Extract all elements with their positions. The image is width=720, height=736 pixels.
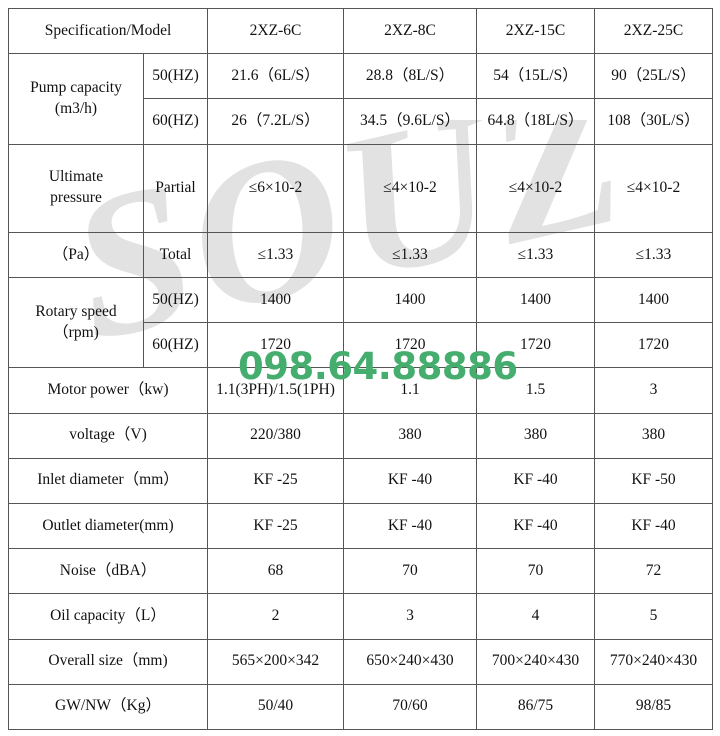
cell-value: 5: [594, 593, 713, 640]
cell-value: ≤4×10-2: [594, 143, 713, 233]
table-row: Outlet diameter(mm) KF -25 KF -40 KF -40…: [8, 502, 713, 550]
cell-value: 34.5（9.6L/S）: [343, 98, 477, 145]
row-label-ultimate-pressure: Ultimate pressure: [8, 143, 144, 233]
cell-value: 1720: [207, 322, 344, 369]
cell-value: ≤1.33: [343, 231, 477, 279]
table-row: Pump capacity (m3/h) 50(HZ) 21.6（6L/S） 2…: [8, 53, 713, 145]
row-label-pa: （Pa）: [8, 231, 144, 279]
table-row: Ultimate pressure Partial ≤6×10-2 ≤4×10-…: [8, 143, 713, 233]
cell-value: ≤1.33: [207, 231, 344, 279]
row-sub-partial: Partial: [143, 143, 208, 233]
cell-value: ≤1.33: [476, 231, 595, 279]
table-row: GW/NW（Kg） 50/40 70/60 86/75 98/85: [8, 683, 713, 731]
cell-value: 220/380: [207, 412, 344, 459]
cell-value: 26（7.2L/S）: [207, 98, 344, 145]
table-row: voltage（V) 220/380 380 380 380: [8, 412, 713, 459]
header-model-3: 2XZ-15C: [476, 7, 595, 55]
cell-value: 50/40: [207, 683, 344, 731]
cell-value: 1.1(3PH)/1.5(1PH): [207, 367, 344, 414]
header-model-2: 2XZ-8C: [343, 7, 477, 55]
row-label-motor-power: Motor power（kw): [8, 367, 208, 414]
row-label-voltage: voltage（V): [8, 412, 208, 459]
cell-value: KF -25: [207, 457, 344, 505]
table-row: Noise（dBA） 68 70 70 72: [8, 548, 713, 595]
header-label: Specification/Model: [8, 7, 208, 55]
cell-value: 1400: [476, 277, 595, 324]
cell-value: KF -40: [343, 457, 477, 505]
table-row: Motor power（kw) 1.1(3PH)/1.5(1PH) 1.1 1.…: [8, 367, 713, 414]
cell-value: 3: [343, 593, 477, 640]
cell-value: 650×240×430: [343, 638, 477, 685]
cell-value: ≤4×10-2: [476, 143, 595, 233]
row-sub-60hz: 60(HZ): [143, 322, 208, 369]
table-row: Oil capacity（L） 2 3 4 5: [8, 593, 713, 640]
header-model-1: 2XZ-6C: [207, 7, 344, 55]
table-row: 60(HZ) 26（7.2L/S） 34.5（9.6L/S） 64.8（18L/…: [9, 98, 713, 145]
cell-value: 1720: [343, 322, 477, 369]
cell-value: 1400: [594, 277, 713, 324]
cell-value: 1.5: [476, 367, 595, 414]
cell-value: ≤6×10-2: [207, 143, 344, 233]
cell-value: 1400: [343, 277, 477, 324]
table-row: Rotary speed （rpm) 50(HZ) 1400 1400 1400…: [8, 277, 713, 369]
cell-value: 380: [476, 412, 595, 459]
cell-value: 4: [476, 593, 595, 640]
table-row: 60(HZ) 1720 1720 1720 1720: [9, 322, 713, 369]
cell-value: 108（30L/S）: [594, 98, 713, 145]
cell-value: KF -40: [594, 502, 713, 550]
header-model-4: 2XZ-25C: [594, 7, 713, 55]
cell-value: 64.8（18L/S）: [476, 98, 595, 145]
cell-value: 72: [594, 548, 713, 595]
table-row: Inlet diameter（mm） KF -25 KF -40 KF -40 …: [8, 457, 713, 505]
cell-value: 700×240×430: [476, 638, 595, 685]
cell-value: ≤1.33: [594, 231, 713, 279]
specification-table: Specification/Model 2XZ-6C 2XZ-8C 2XZ-15…: [8, 7, 713, 731]
cell-value: 380: [594, 412, 713, 459]
cell-value: KF -40: [476, 457, 595, 505]
cell-value: 54（15L/S）: [476, 53, 595, 100]
row-sub-total: Total: [143, 231, 208, 279]
cell-value: 770×240×430: [594, 638, 713, 685]
cell-value: 2: [207, 593, 344, 640]
cell-value: 70: [476, 548, 595, 595]
cell-value: 21.6（6L/S）: [207, 53, 344, 100]
cell-value: 70: [343, 548, 477, 595]
cell-value: 3: [594, 367, 713, 414]
table-row: （Pa） Total ≤1.33 ≤1.33 ≤1.33 ≤1.33: [8, 231, 713, 279]
row-label-oil-capacity: Oil capacity（L）: [8, 593, 208, 640]
row-label-rotary-speed: Rotary speed （rpm): [8, 277, 144, 369]
cell-value: KF -40: [476, 502, 595, 550]
cell-value: 86/75: [476, 683, 595, 731]
row-label-outlet-diameter: Outlet diameter(mm): [8, 502, 208, 550]
cell-value: 68: [207, 548, 344, 595]
cell-value: 380: [343, 412, 477, 459]
cell-value: 90（25L/S）: [594, 53, 713, 100]
cell-value: KF -25: [207, 502, 344, 550]
row-label-pump-capacity: Pump capacity (m3/h): [8, 53, 144, 145]
cell-value: KF -40: [343, 502, 477, 550]
cell-value: ≤4×10-2: [343, 143, 477, 233]
row-label-inlet-diameter: Inlet diameter（mm）: [8, 457, 208, 505]
cell-value: 28.8（8L/S）: [343, 53, 477, 100]
table-header-row: Specification/Model 2XZ-6C 2XZ-8C 2XZ-15…: [8, 7, 713, 55]
cell-value: 565×200×342: [207, 638, 344, 685]
row-sub-50hz: 50(HZ): [143, 53, 208, 100]
cell-value: 98/85: [594, 683, 713, 731]
row-label-overall-size: Overall size（mm): [8, 638, 208, 685]
cell-value: 1720: [594, 322, 713, 369]
cell-value: 1400: [207, 277, 344, 324]
cell-value: 1720: [476, 322, 595, 369]
row-sub-60hz: 60(HZ): [143, 98, 208, 145]
row-sub-50hz: 50(HZ): [143, 277, 208, 324]
row-label-noise: Noise（dBA）: [8, 548, 208, 595]
cell-value: 1.1: [343, 367, 477, 414]
table-row: Overall size（mm) 565×200×342 650×240×430…: [8, 638, 713, 685]
cell-value: 70/60: [343, 683, 477, 731]
cell-value: KF -50: [594, 457, 713, 505]
row-label-gw-nw: GW/NW（Kg）: [8, 683, 208, 731]
